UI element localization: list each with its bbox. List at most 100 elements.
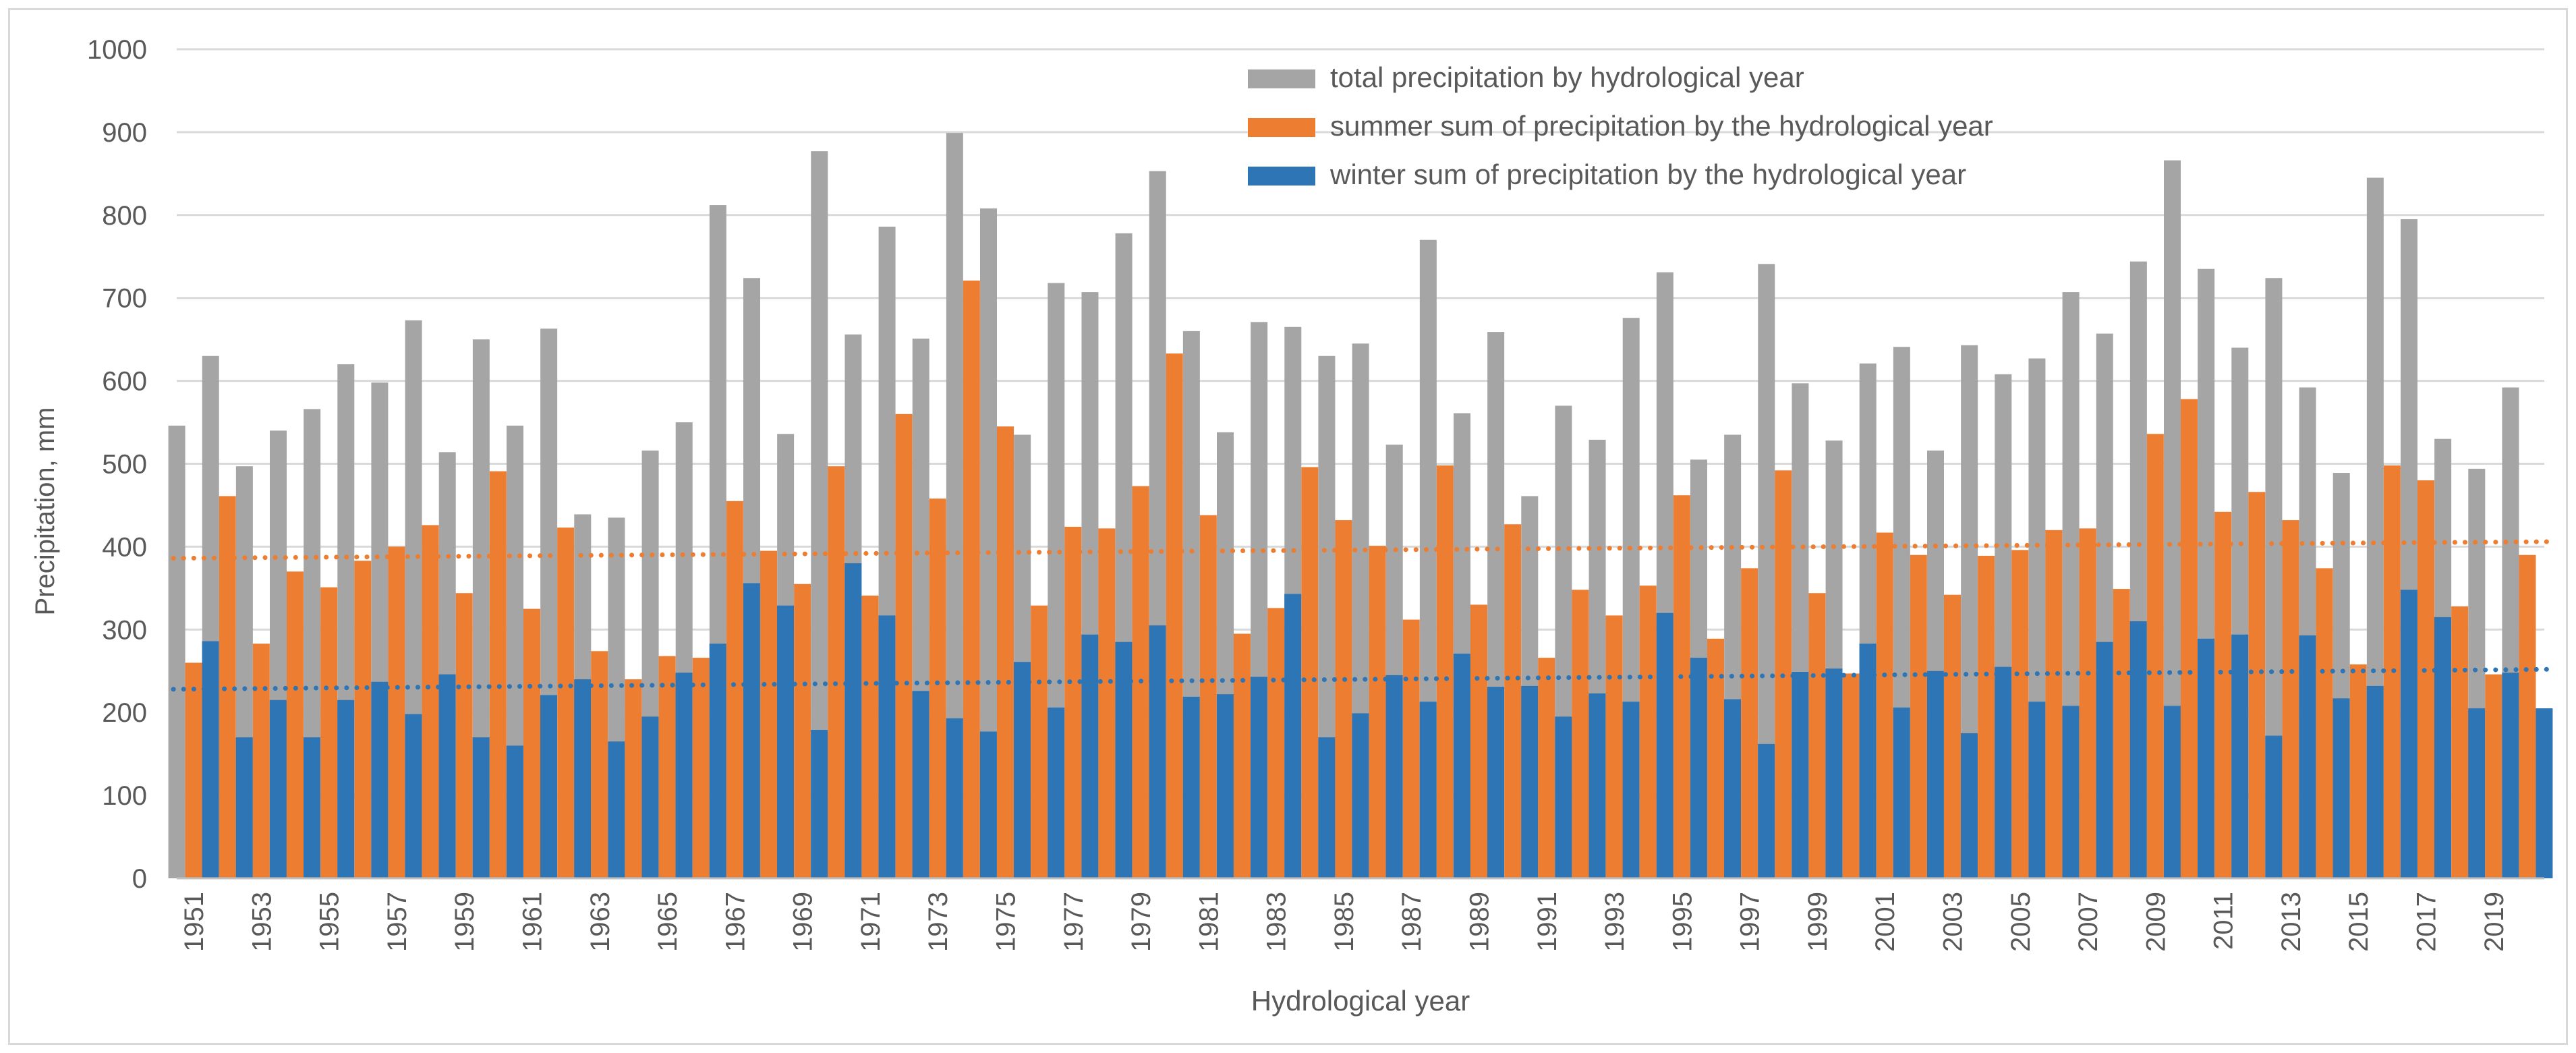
bar-winter-1975 xyxy=(1014,662,1031,878)
y-tick-labels: 0 100 200 300 400 500 600 700 800 900 1000 xyxy=(87,35,147,894)
bar-summer-1995 xyxy=(1673,495,1690,878)
bar-winter-1954 xyxy=(304,737,320,878)
bar-winter-1990 xyxy=(1521,685,1539,878)
bar-summer-2004 xyxy=(1978,555,1995,878)
x-tick-label: 2005 xyxy=(2006,892,2036,952)
x-tick-label: 1959 xyxy=(450,892,480,952)
bar-winter-2008 xyxy=(2129,621,2147,878)
bar-summer-1989 xyxy=(1470,604,1487,878)
bar-winter-1998 xyxy=(1792,671,1809,878)
x-tick-label: 2019 xyxy=(2480,892,2509,952)
bar-summer-1977 xyxy=(1064,526,1082,878)
x-tick-label: 1965 xyxy=(653,892,683,952)
bar-winter-2000 xyxy=(1859,644,1877,878)
bar-winter-1994 xyxy=(1656,613,1673,878)
bar-winter-1966 xyxy=(709,644,726,878)
bar-summer-1986 xyxy=(1369,546,1386,878)
bar-winter-1969 xyxy=(811,730,828,878)
y-tick-label: 400 xyxy=(102,532,147,562)
bar-winter-1983 xyxy=(1284,594,1302,878)
bar-summer-2002 xyxy=(1910,554,1927,878)
bar-summer-1963 xyxy=(591,651,608,878)
bar-winter-2007 xyxy=(2096,642,2113,878)
x-tick-label: 1983 xyxy=(1262,892,1292,952)
bar-summer-1991 xyxy=(1538,658,1555,878)
x-tick-label: 2003 xyxy=(1939,892,1968,952)
bar-winter-1960 xyxy=(506,745,523,878)
bar-summer-1959 xyxy=(455,593,473,878)
bar-summer-1971 xyxy=(861,595,879,878)
y-tick-label: 900 xyxy=(102,118,147,148)
x-tick-label: 2013 xyxy=(2277,892,2306,952)
bar-winter-1976 xyxy=(1048,707,1065,878)
x-tick-label: 1981 xyxy=(1194,892,1224,952)
bar-summer-2020 xyxy=(2519,554,2536,878)
bar-summer-1992 xyxy=(1572,590,1589,878)
bar-winter-2020 xyxy=(2536,708,2553,878)
bar-winter-1955 xyxy=(337,700,355,878)
bar-winter-1981 xyxy=(1216,694,1234,878)
bar-winter-1965 xyxy=(675,673,693,878)
x-tick-label: 2011 xyxy=(2209,892,2239,950)
bar-summer-1964 xyxy=(625,679,642,878)
bar-winter-2018 xyxy=(2468,708,2486,878)
y-tick-label: 800 xyxy=(102,201,147,231)
legend: total precipitation by hydrological year… xyxy=(1248,61,1993,190)
x-axis-title: Hydrological year xyxy=(1251,985,1470,1017)
bar-winter-1970 xyxy=(845,563,862,878)
bar-summer-1958 xyxy=(422,525,439,878)
bar-winter-1957 xyxy=(405,714,422,878)
bar-summer-1954 xyxy=(287,571,304,878)
legend-swatch xyxy=(1248,118,1315,137)
bar-winter-1962 xyxy=(574,679,592,878)
bar-summer-1974 xyxy=(963,280,980,878)
bar-summer-1987 xyxy=(1402,619,1420,878)
y-tick-label: 0 xyxy=(132,864,147,894)
bar-total-1951 xyxy=(168,425,185,878)
bar-winter-1968 xyxy=(777,605,794,878)
bar-summer-2013 xyxy=(2282,520,2299,878)
bar-summer-2000 xyxy=(1842,673,1860,878)
bar-summer-2009 xyxy=(2146,434,2164,878)
bar-winter-1980 xyxy=(1182,696,1200,878)
x-tick-label: 1987 xyxy=(1397,892,1427,952)
bar-winter-1964 xyxy=(641,716,659,878)
bar-winter-1992 xyxy=(1588,693,1606,878)
bar-summer-1965 xyxy=(658,656,676,878)
bar-winter-1999 xyxy=(1825,668,1843,878)
bar-summer-1980 xyxy=(1166,353,1183,878)
x-tick-labels: 1951 1953 1955 1957 1959 1961 1963 1965 1967 1969… xyxy=(179,892,2509,952)
bar-winter-1993 xyxy=(1622,702,1640,878)
bar-summer-1953 xyxy=(252,644,270,878)
y-tick-label: 600 xyxy=(102,367,147,397)
bar-summer-1993 xyxy=(1605,615,1623,878)
y-tick-label: 300 xyxy=(102,615,147,645)
bar-summer-1981 xyxy=(1199,515,1217,878)
bar-winter-2011 xyxy=(2231,634,2249,878)
bar-summer-1972 xyxy=(895,414,913,878)
y-tick-label: 1000 xyxy=(87,35,147,65)
bar-winter-2016 xyxy=(2400,590,2417,878)
bar-summer-1973 xyxy=(929,499,946,878)
bar-winter-1974 xyxy=(979,731,997,878)
bar-summer-1968 xyxy=(760,550,777,878)
bar-winter-1985 xyxy=(1352,713,1369,878)
bar-summer-1994 xyxy=(1639,586,1657,878)
x-tick-label: 2017 xyxy=(2412,892,2442,952)
bar-summer-1999 xyxy=(1808,593,1826,878)
trendlines xyxy=(171,539,2550,692)
legend-label: summer sum of precipitation by the hydro… xyxy=(1330,110,1993,142)
bar-summer-2018 xyxy=(2451,606,2469,878)
legend-swatch xyxy=(1248,167,1315,186)
x-tick-label: 1997 xyxy=(1736,892,1765,952)
bar-summer-2006 xyxy=(2045,530,2063,878)
bar-winter-1995 xyxy=(1690,658,1707,878)
bar-summer-1957 xyxy=(388,546,405,878)
bar-winter-1986 xyxy=(1385,675,1403,878)
y-tick-label: 200 xyxy=(102,698,147,728)
bar-summer-2010 xyxy=(2181,399,2198,878)
bar-winter-1961 xyxy=(540,695,557,878)
bar-winter-2010 xyxy=(2198,638,2214,878)
x-tick-label: 1973 xyxy=(923,892,953,952)
